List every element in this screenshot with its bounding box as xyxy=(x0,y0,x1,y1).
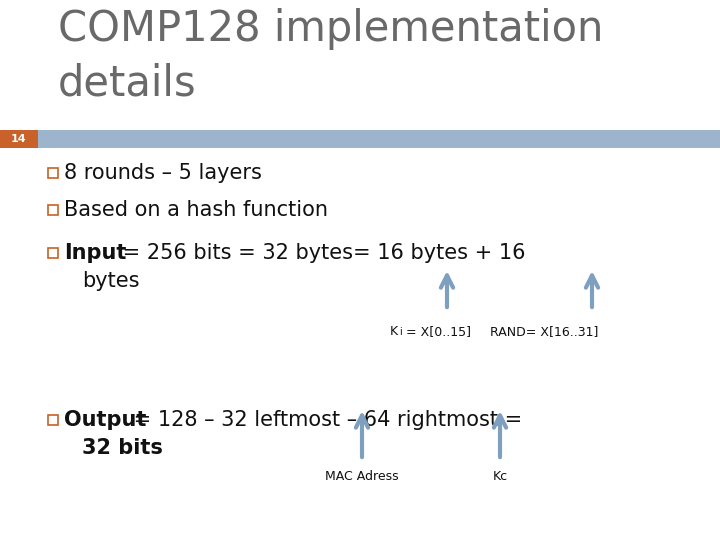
Text: = 128 – 32 leftmost – 64 rightmost =: = 128 – 32 leftmost – 64 rightmost = xyxy=(127,410,522,430)
Text: Based on a hash function: Based on a hash function xyxy=(64,200,328,220)
Text: 32 bits: 32 bits xyxy=(82,438,163,458)
Text: RAND= X[16..31]: RAND= X[16..31] xyxy=(490,325,598,338)
Text: Kc: Kc xyxy=(492,470,508,483)
Bar xyxy=(48,248,58,258)
Text: = X[0..15]: = X[0..15] xyxy=(406,325,471,338)
Text: Output: Output xyxy=(64,410,146,430)
Text: = 256 bits = 32 bytes= 16 bytes + 16: = 256 bits = 32 bytes= 16 bytes + 16 xyxy=(116,243,526,263)
Bar xyxy=(0,130,38,148)
Text: Input: Input xyxy=(64,243,127,263)
Bar xyxy=(48,415,58,425)
Text: bytes: bytes xyxy=(82,271,140,291)
Bar xyxy=(0,130,720,148)
Text: i: i xyxy=(399,327,402,337)
Bar xyxy=(48,205,58,215)
Text: 8 rounds – 5 layers: 8 rounds – 5 layers xyxy=(64,163,262,183)
Bar xyxy=(48,168,58,178)
Text: MAC Adress: MAC Adress xyxy=(325,470,399,483)
Text: 14: 14 xyxy=(12,134,27,144)
Text: details: details xyxy=(58,62,197,104)
Text: K: K xyxy=(390,325,398,338)
Text: COMP128 implementation: COMP128 implementation xyxy=(58,8,603,50)
